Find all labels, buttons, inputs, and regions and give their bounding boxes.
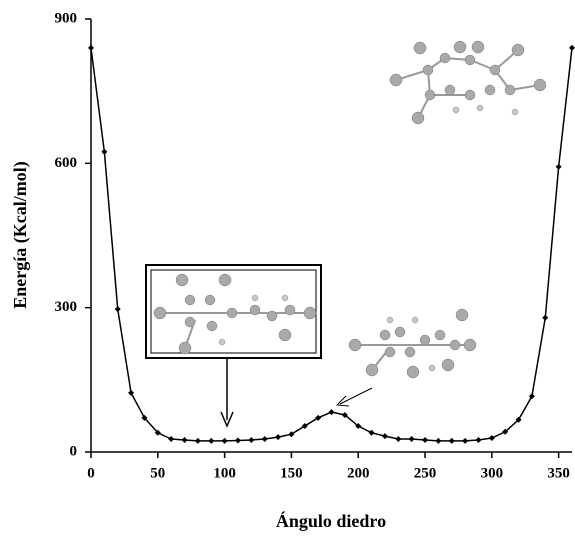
- marker: [422, 436, 429, 443]
- marker: [502, 428, 509, 435]
- marker: [395, 436, 402, 443]
- marker: [328, 409, 335, 416]
- marker: [261, 436, 268, 443]
- arrow-head: [220, 411, 234, 428]
- x-tick-label: 100: [213, 465, 236, 481]
- marker: [355, 423, 362, 430]
- marker: [555, 163, 562, 170]
- arrow: [339, 387, 373, 405]
- x-tick-label: 300: [481, 465, 504, 481]
- marker: [141, 414, 148, 421]
- marker: [208, 437, 215, 444]
- marker: [341, 411, 348, 418]
- x-tick-label: 0: [87, 465, 95, 481]
- marker: [408, 436, 415, 443]
- molecule-image: [389, 40, 547, 125]
- marker: [315, 414, 322, 421]
- marker: [88, 44, 94, 51]
- marker: [234, 437, 241, 444]
- molecule-box: [145, 264, 322, 359]
- marker: [154, 429, 161, 436]
- molecule-image: [348, 308, 477, 379]
- marker: [114, 306, 121, 313]
- y-tick-label: 300: [55, 299, 78, 315]
- marker: [528, 393, 535, 400]
- x-tick-label: 150: [280, 465, 303, 481]
- marker: [475, 436, 482, 443]
- marker: [194, 437, 201, 444]
- marker: [168, 436, 175, 443]
- marker: [515, 416, 522, 423]
- marker: [128, 389, 135, 396]
- marker: [542, 314, 549, 321]
- arrow-head: [335, 395, 350, 407]
- marker: [221, 437, 228, 444]
- x-tick-label: 350: [547, 465, 570, 481]
- marker: [181, 436, 188, 443]
- y-tick-label: 0: [70, 443, 78, 459]
- marker: [435, 437, 442, 444]
- marker: [248, 436, 255, 443]
- marker: [381, 433, 388, 440]
- x-axis-label: Ángulo diedro: [276, 510, 386, 531]
- marker: [448, 437, 455, 444]
- marker: [569, 44, 575, 51]
- marker: [101, 148, 108, 155]
- x-tick-label: 250: [414, 465, 437, 481]
- marker: [488, 435, 495, 442]
- y-tick-label: 600: [55, 155, 78, 171]
- marker: [301, 423, 308, 430]
- marker: [368, 429, 375, 436]
- marker: [275, 434, 282, 441]
- y-tick-label: 900: [55, 10, 78, 26]
- marker: [288, 431, 295, 438]
- marker: [462, 437, 469, 444]
- x-tick-label: 200: [347, 465, 370, 481]
- line: [90, 47, 573, 442]
- x-tick-label: 50: [150, 465, 165, 481]
- y-axis-label: Energía (Kcal/mol): [10, 161, 31, 308]
